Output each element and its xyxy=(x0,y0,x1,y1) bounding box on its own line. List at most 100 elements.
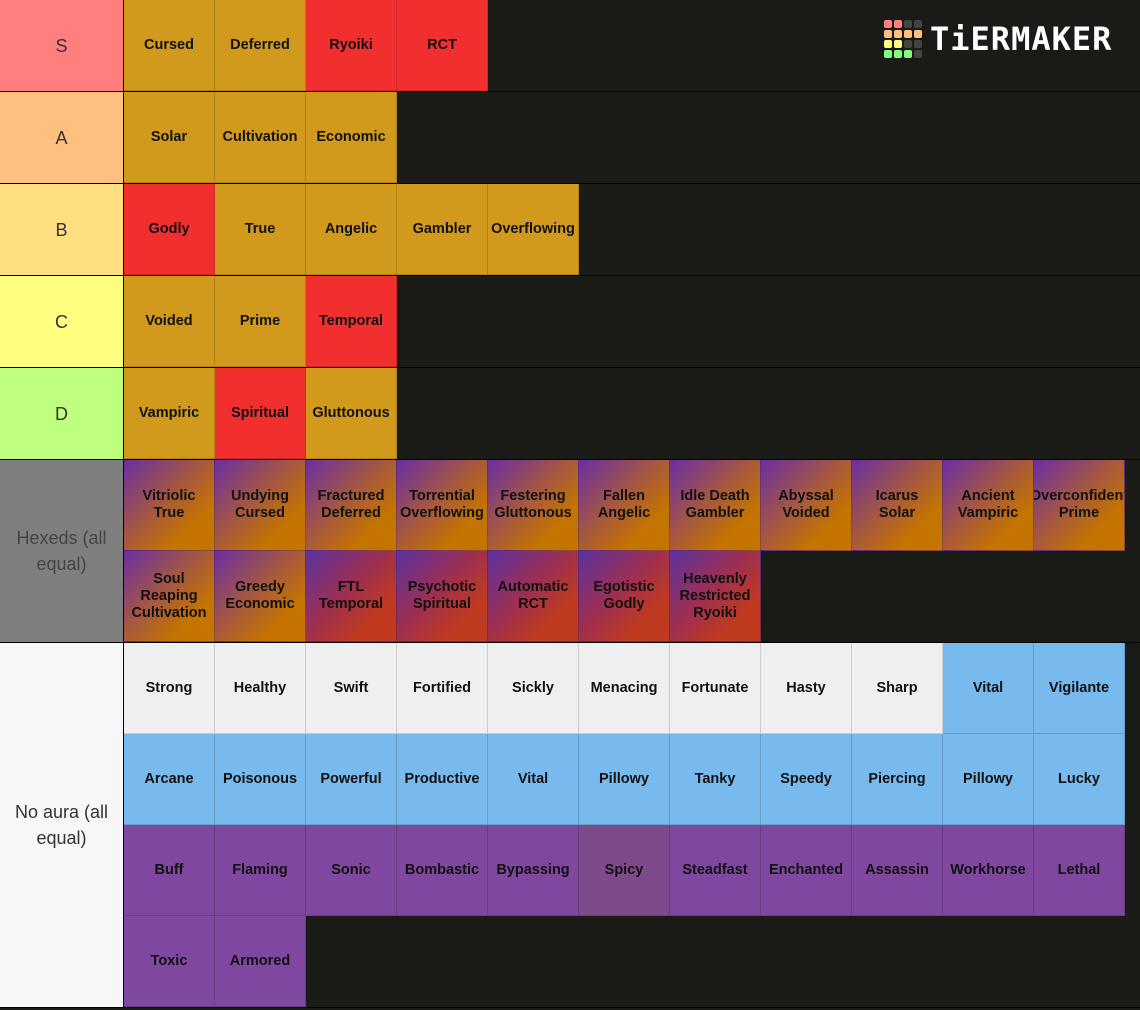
tier-item[interactable]: Piercing xyxy=(852,734,943,825)
tier-item[interactable]: Lethal xyxy=(1034,825,1125,916)
tier-item[interactable]: Overflowing xyxy=(488,184,579,275)
tier-item[interactable]: Gambler xyxy=(397,184,488,275)
logo-text: TiERMAKER xyxy=(930,20,1113,58)
tier-item[interactable]: Sharp xyxy=(852,643,943,734)
tiermaker-grid-icon xyxy=(884,20,922,58)
tier-item[interactable]: Ryoiki xyxy=(306,0,397,91)
tier-item[interactable]: Voided xyxy=(124,276,215,367)
tier-label[interactable]: No aura (all equal) xyxy=(0,643,124,1007)
tier-item[interactable]: Steadfast xyxy=(670,825,761,916)
logo-grid-cell xyxy=(884,40,892,48)
logo-grid-cell xyxy=(894,40,902,48)
tier-row: C Voided Prime Temporal xyxy=(0,276,1140,368)
tier-item[interactable]: Vampiric xyxy=(124,368,215,459)
tier-item[interactable]: Torrential Overflowing xyxy=(397,460,488,551)
tier-items: Godly True Angelic Gambler Overflowing xyxy=(124,184,1139,275)
tier-item[interactable]: Workhorse xyxy=(943,825,1034,916)
tier-item[interactable]: Armored xyxy=(215,916,306,1007)
tier-item[interactable]: Fortified xyxy=(397,643,488,734)
tier-item[interactable]: Solar xyxy=(124,92,215,183)
tier-item[interactable]: Assassin xyxy=(852,825,943,916)
tier-item[interactable]: Speedy xyxy=(761,734,852,825)
tier-item[interactable]: Fractured Deferred xyxy=(306,460,397,551)
tier-item[interactable]: Heavenly Restricted Ryoiki xyxy=(670,551,761,642)
tier-row: D Vampiric Spiritual Gluttonous xyxy=(0,368,1140,460)
tier-row: A Solar Cultivation Economic xyxy=(0,92,1140,184)
tier-item[interactable]: Overconfident Prime xyxy=(1034,460,1125,551)
tier-item[interactable]: Idle Death Gambler xyxy=(670,460,761,551)
tier-item[interactable]: Strong xyxy=(124,643,215,734)
tier-item[interactable]: Vital xyxy=(488,734,579,825)
tier-item[interactable]: Arcane xyxy=(124,734,215,825)
tier-label[interactable]: B xyxy=(0,184,124,275)
tier-item[interactable]: Automatic RCT xyxy=(488,551,579,642)
tier-item[interactable]: Ancient Vampiric xyxy=(943,460,1034,551)
tier-item[interactable]: Powerful xyxy=(306,734,397,825)
tier-item[interactable]: Deferred xyxy=(215,0,306,91)
tier-items: Solar Cultivation Economic xyxy=(124,92,1139,183)
tier-item[interactable]: Vitriolic True xyxy=(124,460,215,551)
tier-item[interactable]: Sonic xyxy=(306,825,397,916)
tier-item[interactable]: Psychotic Spiritual xyxy=(397,551,488,642)
tier-item[interactable]: Angelic xyxy=(306,184,397,275)
logo-grid-cell xyxy=(914,20,922,28)
tier-item[interactable]: Icarus Solar xyxy=(852,460,943,551)
tier-label[interactable]: D xyxy=(0,368,124,459)
tier-item[interactable]: Swift xyxy=(306,643,397,734)
tier-item[interactable]: True xyxy=(215,184,306,275)
tier-item[interactable]: Sickly xyxy=(488,643,579,734)
tiermaker-logo: TiERMAKER xyxy=(884,20,1112,58)
tier-item[interactable]: Bombastic xyxy=(397,825,488,916)
tier-item[interactable]: Fallen Angelic xyxy=(579,460,670,551)
tier-item[interactable]: Spicy xyxy=(579,825,670,916)
tier-item[interactable]: Fortunate xyxy=(670,643,761,734)
tier-row: No aura (all equal) Strong Healthy Swift For… xyxy=(0,643,1140,1008)
tier-label[interactable]: C xyxy=(0,276,124,367)
tier-item[interactable]: Gluttonous xyxy=(306,368,397,459)
tier-item[interactable]: Healthy xyxy=(215,643,306,734)
tier-items: Vampiric Spiritual Gluttonous xyxy=(124,368,1139,459)
tier-item[interactable]: Tanky xyxy=(670,734,761,825)
tier-item[interactable]: Enchanted xyxy=(761,825,852,916)
tier-item[interactable]: Soul Reaping Cultivation xyxy=(124,551,215,642)
logo-grid-cell xyxy=(904,20,912,28)
tier-item[interactable]: Lucky xyxy=(1034,734,1125,825)
tier-item[interactable]: Greedy Economic xyxy=(215,551,306,642)
tier-item[interactable]: Vigilante xyxy=(1034,643,1125,734)
tier-items: Cursed Deferred Ryoiki RCT xyxy=(124,0,1139,91)
tier-item[interactable]: Undying Cursed xyxy=(215,460,306,551)
logo-grid-cell xyxy=(884,20,892,28)
tier-item[interactable]: FTL Temporal xyxy=(306,551,397,642)
tier-item[interactable]: Spiritual xyxy=(215,368,306,459)
tier-item[interactable]: Bypassing xyxy=(488,825,579,916)
tier-items: Vitriolic True Undying Cursed Fractured De… xyxy=(124,460,1139,642)
tier-label[interactable]: Hexeds (all equal) xyxy=(0,460,124,642)
tier-item[interactable]: Festering Gluttonous xyxy=(488,460,579,551)
tier-item[interactable]: Abyssal Voided xyxy=(761,460,852,551)
tier-label[interactable]: A xyxy=(0,92,124,183)
tier-item[interactable]: Poisonous xyxy=(215,734,306,825)
tier-item[interactable]: Pillowy xyxy=(943,734,1034,825)
logo-grid-cell xyxy=(884,30,892,38)
tier-item[interactable]: Temporal xyxy=(306,276,397,367)
tier-row: S Cursed Deferred Ryoiki RCT xyxy=(0,0,1140,92)
tier-item[interactable]: Hasty xyxy=(761,643,852,734)
tier-item[interactable]: Productive xyxy=(397,734,488,825)
tier-item[interactable]: Economic xyxy=(306,92,397,183)
tier-item[interactable]: Buff xyxy=(124,825,215,916)
tier-label[interactable]: S xyxy=(0,0,124,91)
tier-item[interactable]: RCT xyxy=(397,0,488,91)
tier-item[interactable]: Menacing xyxy=(579,643,670,734)
tier-item[interactable]: Vital xyxy=(943,643,1034,734)
tier-item[interactable]: Egotistic Godly xyxy=(579,551,670,642)
logo-grid-cell xyxy=(914,50,922,58)
tier-item[interactable]: Cursed xyxy=(124,0,215,91)
tier-item[interactable]: Cultivation xyxy=(215,92,306,183)
logo-grid-cell xyxy=(914,40,922,48)
tier-item[interactable]: Godly xyxy=(124,184,215,275)
tier-item[interactable]: Toxic xyxy=(124,916,215,1007)
tier-item[interactable]: Pillowy xyxy=(579,734,670,825)
tier-item[interactable]: Flaming xyxy=(215,825,306,916)
tier-row: Hexeds (all equal) Vitriolic True Undying … xyxy=(0,460,1140,643)
tier-item[interactable]: Prime xyxy=(215,276,306,367)
